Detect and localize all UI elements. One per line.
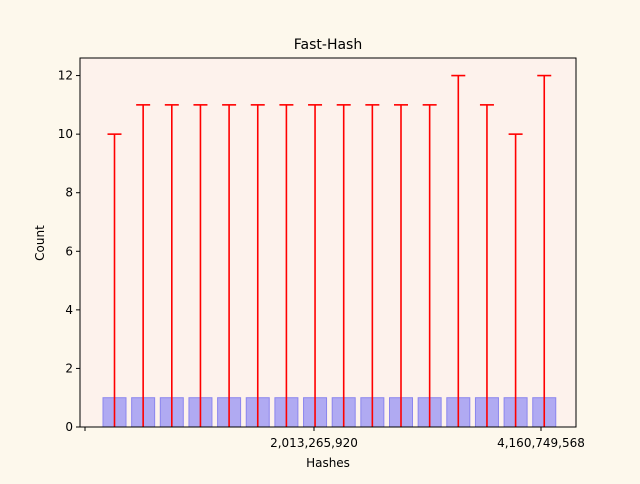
x-tick-label: 2,013,265,920 [270, 436, 358, 450]
y-tick-label: 2 [65, 361, 73, 375]
x-tick-label: 4,160,749,568 [497, 436, 585, 450]
axes-background [80, 58, 576, 427]
y-tick-label: 4 [65, 303, 73, 317]
chart-title: Fast-Hash [294, 37, 362, 53]
axes-frame [79, 57, 577, 428]
y-axis-label: Count [33, 225, 47, 261]
y-axis-ticks: 0 2 4 6 8 10 12 [58, 69, 80, 434]
error-bars-layer [107, 74, 552, 427]
y-tick-label: 6 [65, 244, 73, 258]
y-tick-label: 0 [65, 420, 73, 434]
x-axis-label: Hashes [306, 456, 350, 470]
x-axis-ticks: 2,013,265,920 4,160,749,568 [84, 427, 585, 450]
y-tick-label: 12 [58, 69, 73, 83]
y-tick-label: 10 [58, 127, 73, 141]
y-tick-label: 8 [65, 186, 73, 200]
